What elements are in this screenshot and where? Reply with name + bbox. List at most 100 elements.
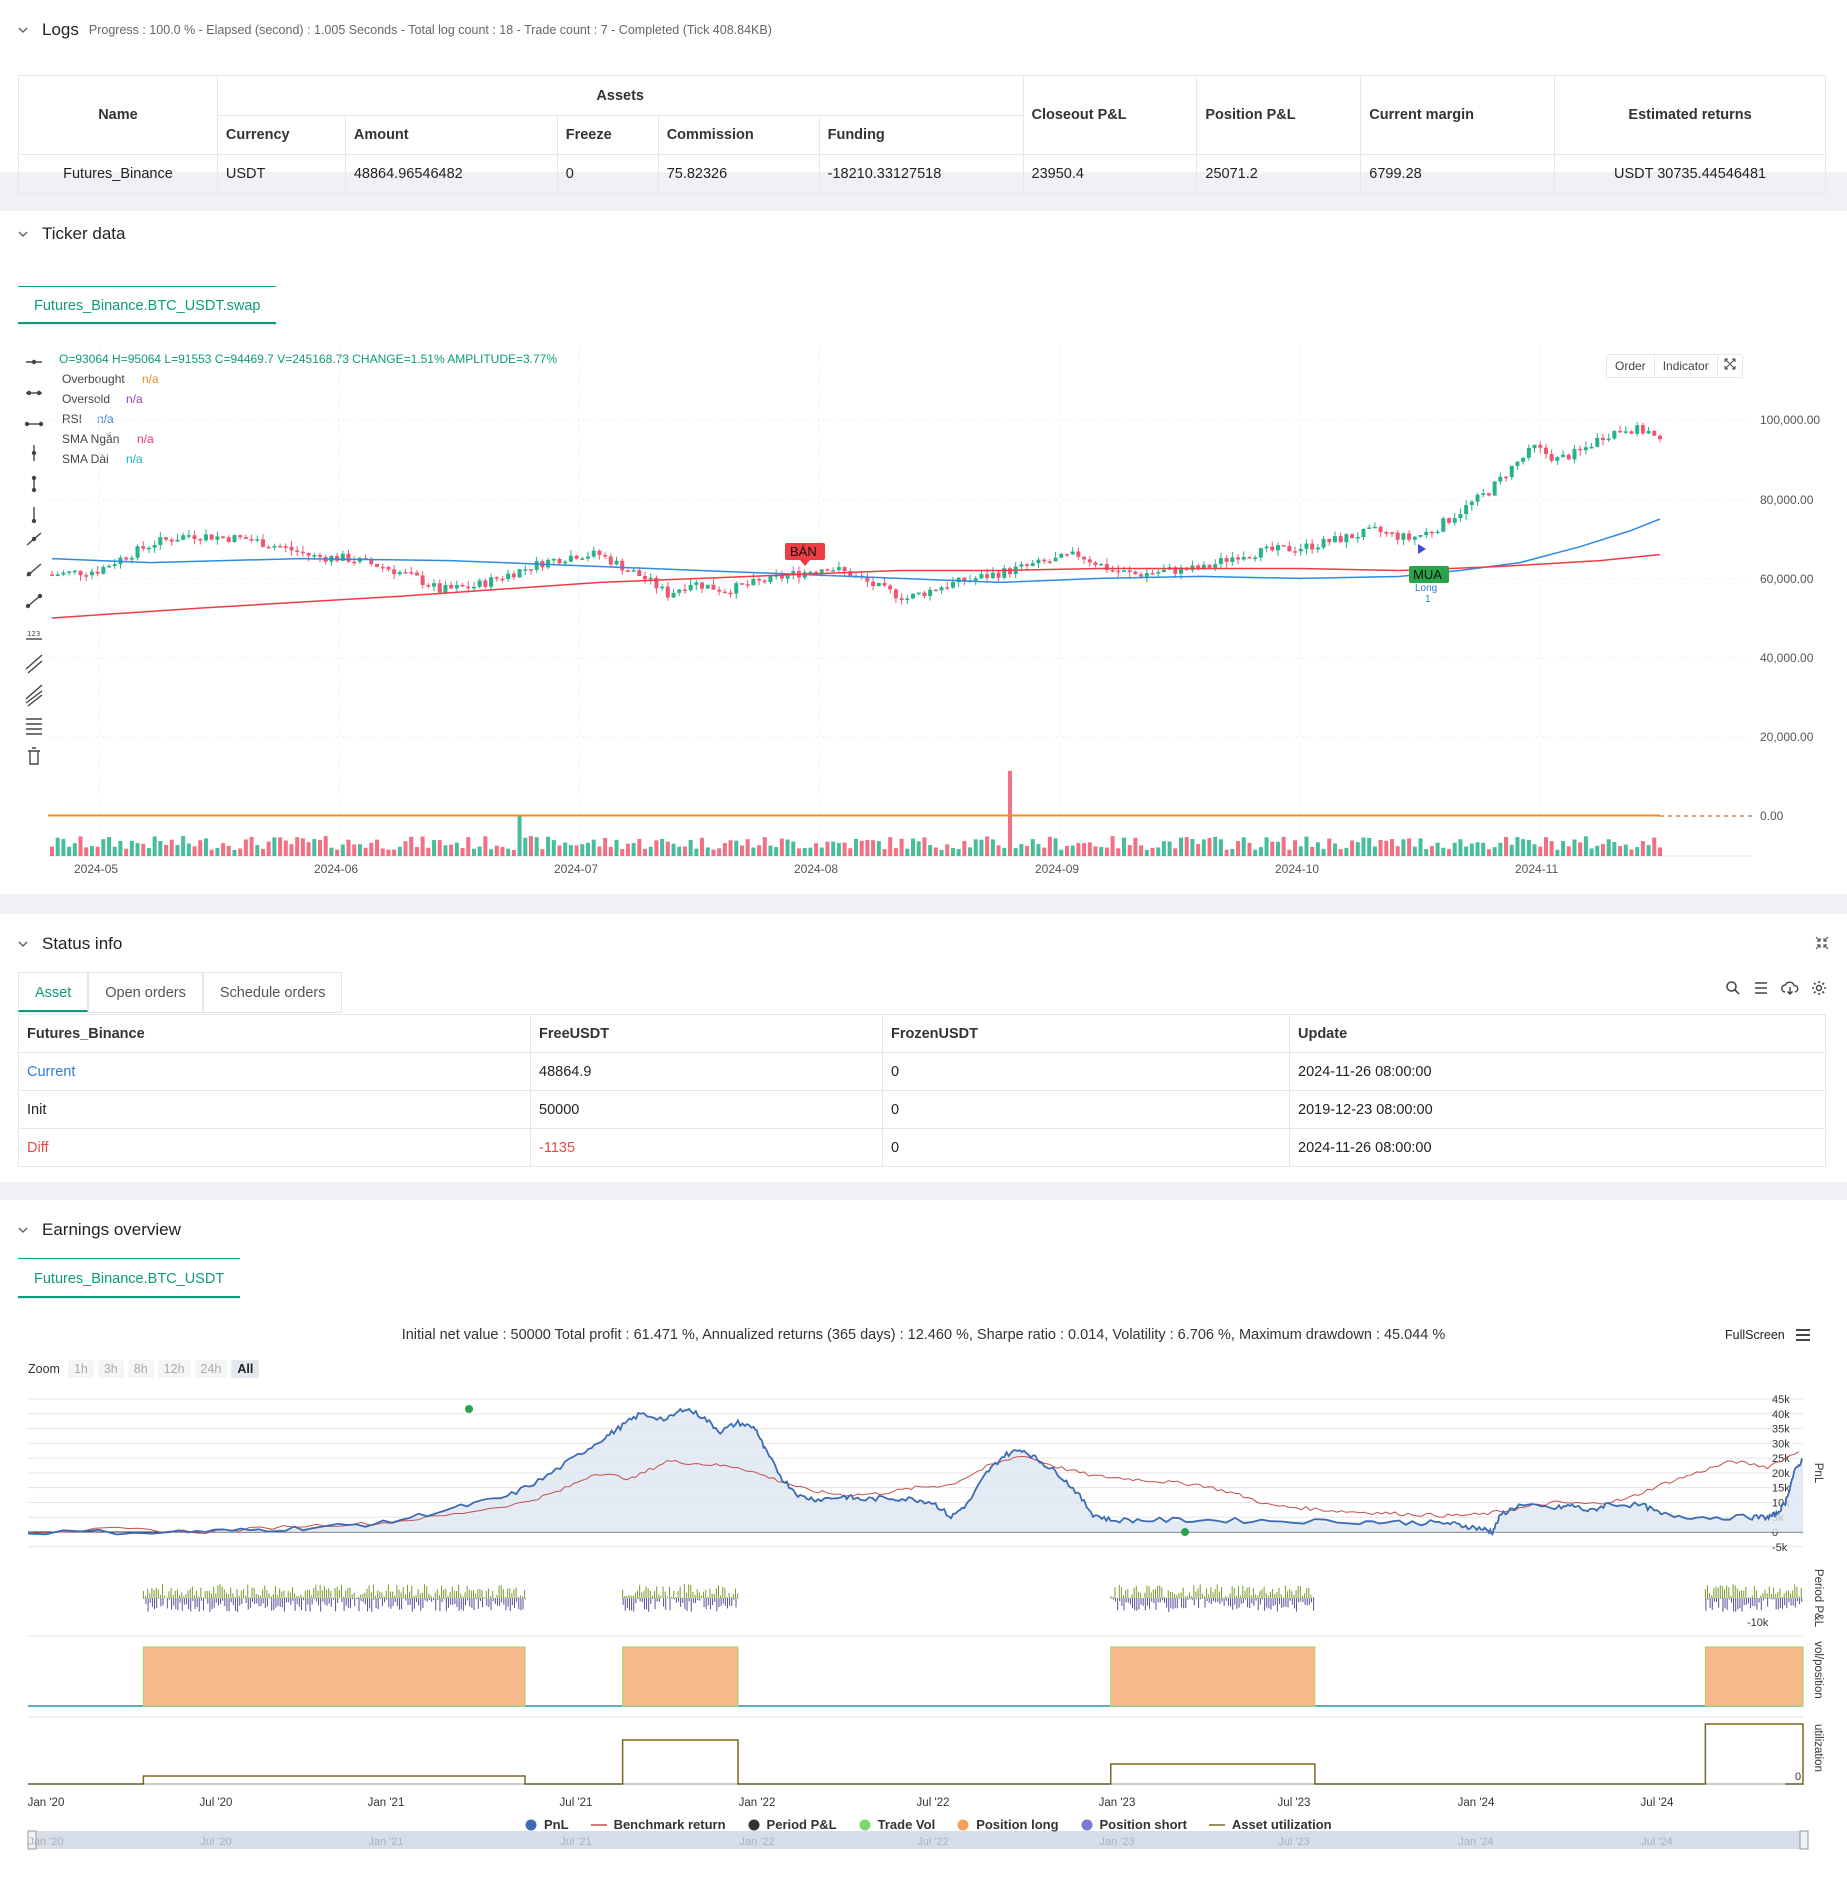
volume-bar xyxy=(1110,836,1115,856)
volume-bar xyxy=(1583,836,1588,856)
cloud-download-icon[interactable] xyxy=(1781,980,1799,996)
zoom-8h-button[interactable]: 8h xyxy=(127,1360,154,1378)
legend-position-long[interactable]: Position long xyxy=(957,1817,1059,1832)
candle-body xyxy=(1287,545,1292,552)
volume-bar xyxy=(1099,847,1104,856)
candle-body xyxy=(1321,538,1326,548)
volume-bar xyxy=(1304,836,1309,856)
volume-bar xyxy=(1635,847,1640,856)
candle-body xyxy=(1047,561,1052,563)
collapse-caret-icon[interactable] xyxy=(18,939,28,949)
candle-body xyxy=(454,585,459,589)
zoom-24h-button[interactable]: 24h xyxy=(194,1360,228,1378)
candle-body xyxy=(1589,446,1594,449)
cell-frozen: 0 xyxy=(882,1090,1290,1129)
indicator-button[interactable]: Indicator xyxy=(1655,355,1718,377)
candle-body xyxy=(471,586,476,589)
collapse-all-icon[interactable] xyxy=(1815,936,1829,955)
volume-bar xyxy=(928,845,933,856)
tab-schedule-orders[interactable]: Schedule orders xyxy=(202,972,343,1012)
collapse-caret-icon[interactable] xyxy=(18,229,28,239)
volume-bar xyxy=(1047,836,1052,856)
expand-icon[interactable] xyxy=(1718,355,1742,377)
legend-sma-short[interactable]: SMA Ngắn n/a xyxy=(62,432,154,446)
candle-body xyxy=(1658,435,1662,440)
volume-bar xyxy=(249,836,254,856)
list-icon[interactable] xyxy=(1753,980,1769,996)
legend-asset-utilization[interactable]: Asset utilization xyxy=(1208,1817,1332,1832)
tab-open-orders[interactable]: Open orders xyxy=(88,972,203,1012)
volume-bar xyxy=(979,839,984,856)
navigator-tick-label: Jul '20 xyxy=(200,1836,231,1848)
tab-asset[interactable]: Asset xyxy=(18,972,89,1012)
period-tick-label: -10k xyxy=(1747,1617,1769,1629)
status-header[interactable]: Status info xyxy=(0,914,1847,974)
legend-sma-long[interactable]: SMA Dài n/a xyxy=(62,452,143,466)
ticker-header[interactable]: Ticker data xyxy=(0,211,1847,256)
fullscreen-label[interactable]: FullScreen xyxy=(1725,1328,1785,1342)
candle-body xyxy=(871,581,876,587)
volume-bar xyxy=(551,840,556,856)
legend-trade-vol[interactable]: Trade Vol xyxy=(859,1817,935,1832)
candle-body xyxy=(1441,518,1446,532)
candle-body xyxy=(928,589,933,597)
legend-oversold[interactable]: Oversold n/a xyxy=(62,392,143,406)
zoom-controls: Zoom 1h 3h 8h 12h 24h All xyxy=(28,1360,263,1378)
volume-bar xyxy=(688,839,693,856)
candlestick-chart[interactable]: 100,000.00 80,000.00 60,000.00 40,000.00 20,… xyxy=(0,211,1847,894)
fullscreen-control[interactable]: FullScreen xyxy=(1725,1328,1811,1342)
candle-body xyxy=(979,574,984,579)
logs-header[interactable]: Logs Progress : 100.0 % - Elapsed (secon… xyxy=(0,0,1847,60)
legend-rsi[interactable]: RSI n/a xyxy=(62,412,114,426)
volume-bar xyxy=(363,847,368,856)
volume-bar xyxy=(859,840,864,856)
zoom-12h-button[interactable]: 12h xyxy=(157,1360,191,1378)
volume-bar xyxy=(882,849,887,856)
volume-bar xyxy=(1589,848,1594,856)
drawing-tools-icons[interactable]: 123 xyxy=(22,351,46,781)
volume-bar xyxy=(1281,836,1286,856)
zoom-all-button[interactable]: All xyxy=(231,1360,260,1378)
col-assets: Assets xyxy=(216,75,1024,116)
x-tick-label: 2024-11 xyxy=(1515,862,1558,876)
volume-bar xyxy=(454,842,459,856)
candle-body xyxy=(1258,548,1263,558)
tab-btc-usdt-swap[interactable]: Futures_Binance.BTC_USDT.swap xyxy=(18,286,277,324)
legend-benchmark[interactable]: Benchmark return xyxy=(590,1817,726,1832)
candle-body xyxy=(614,560,619,565)
collapse-caret-icon[interactable] xyxy=(18,25,28,35)
row-current-label[interactable]: Current xyxy=(18,1052,531,1091)
table-row: Current 48864.9 0 2024-11-26 08:00:00 xyxy=(18,1052,1826,1091)
earnings-header[interactable]: Earnings overview xyxy=(0,1200,1847,1260)
navigator-tick-label: Jul '21 xyxy=(560,1836,591,1848)
legend-period-pnl[interactable]: Period P&L xyxy=(748,1817,837,1832)
col-update: Update xyxy=(1289,1014,1826,1053)
volume-bar xyxy=(414,847,419,856)
candle-body xyxy=(420,575,425,585)
volume-bar xyxy=(1407,838,1412,856)
candle-body xyxy=(745,584,750,586)
cell-currency: USDT xyxy=(216,154,346,194)
volume-bar xyxy=(939,849,944,856)
y-tick-label: 40,000.00 xyxy=(1760,651,1814,665)
candle-body xyxy=(78,570,83,576)
cell-position: 25071.2 xyxy=(1196,154,1362,194)
legend-overbought[interactable]: Overbought n/a xyxy=(62,372,159,386)
order-button[interactable]: Order xyxy=(1607,355,1655,377)
gear-icon[interactable] xyxy=(1811,980,1827,996)
zoom-1h-button[interactable]: 1h xyxy=(67,1360,94,1378)
candle-body xyxy=(375,564,380,567)
zoom-3h-button[interactable]: 3h xyxy=(97,1360,124,1378)
collapse-caret-icon[interactable] xyxy=(18,1225,28,1235)
search-icon[interactable] xyxy=(1725,980,1741,996)
volume-bar xyxy=(1218,839,1223,856)
legend-pnl[interactable]: PnL xyxy=(525,1817,569,1832)
menu-icon[interactable] xyxy=(1795,1328,1811,1342)
candle-body xyxy=(489,577,494,587)
volume-bar xyxy=(1424,849,1429,856)
candle-body xyxy=(1207,564,1212,568)
legend-position-short[interactable]: Position short xyxy=(1081,1817,1187,1832)
volume-bar xyxy=(608,846,613,856)
tab-btc-usdt[interactable]: Futures_Binance.BTC_USDT xyxy=(18,1258,241,1298)
